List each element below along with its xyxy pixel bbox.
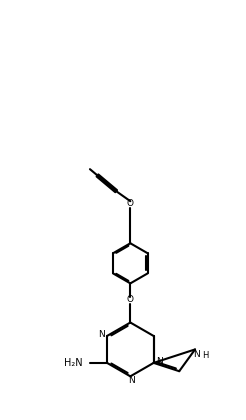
Text: O: O (127, 295, 134, 304)
Text: H: H (202, 351, 209, 360)
Text: H₂N: H₂N (64, 358, 83, 368)
Text: N: N (98, 330, 105, 339)
Text: N: N (128, 376, 135, 385)
Text: O: O (127, 199, 134, 208)
Text: N: N (193, 350, 200, 359)
Text: N: N (156, 357, 162, 366)
